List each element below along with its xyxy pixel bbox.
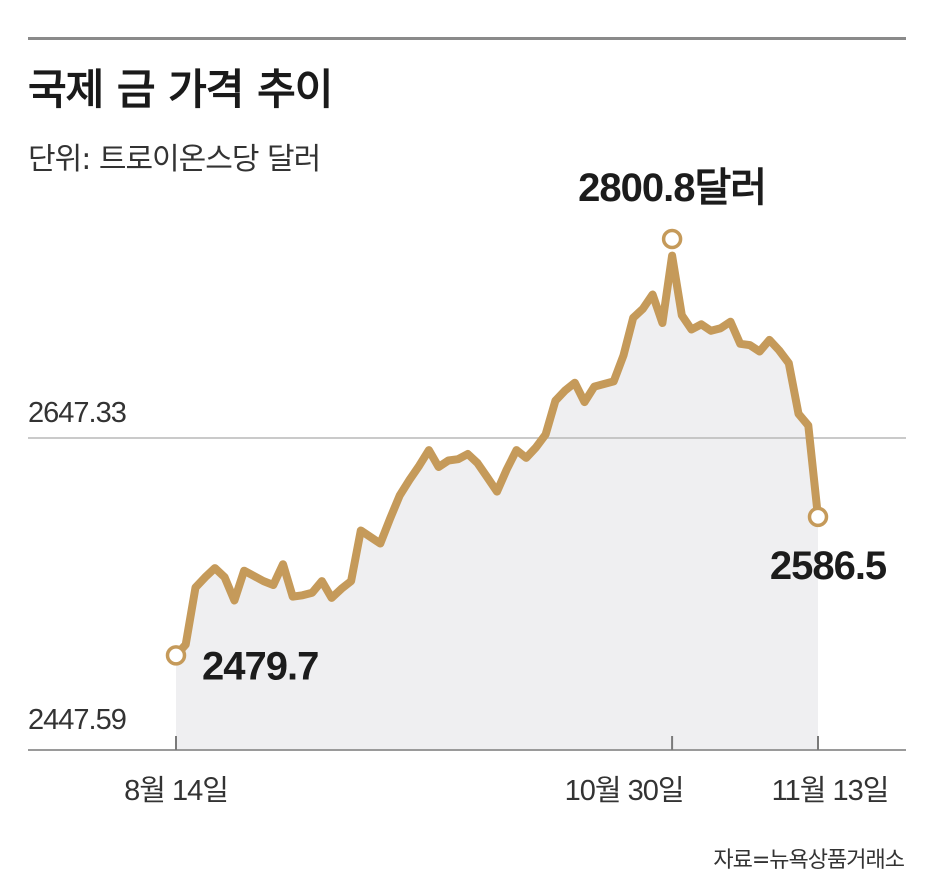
label-layer: 2647.33 2447.59 8월 14일 10월 30일 11월 13일 2479.7… bbox=[28, 166, 889, 807]
source-note: 자료=뉴욕상품거래소 bbox=[713, 848, 905, 873]
area-fill bbox=[176, 255, 818, 750]
annotation-marker bbox=[165, 645, 187, 666]
annotation-marker bbox=[807, 506, 829, 528]
annotation-label: 2586.5 bbox=[770, 544, 887, 588]
top-rule bbox=[28, 37, 906, 40]
y-tick-label: 2647.33 bbox=[28, 397, 126, 429]
annotation-label: 2479.7 bbox=[202, 644, 318, 688]
area-fill-layer bbox=[176, 255, 818, 750]
annotation-marker bbox=[661, 228, 683, 250]
chart-subtitle: 단위: 트로이온스당 달러 bbox=[28, 142, 321, 177]
grid-layer bbox=[28, 437, 906, 751]
x-tick-label: 8월 14일 bbox=[124, 774, 228, 807]
chart-title: 국제 금 가격 추이 bbox=[28, 65, 333, 114]
series-line bbox=[172, 251, 822, 660]
x-tick-label: 11월 13일 bbox=[772, 774, 889, 807]
y-tick-label: 2447.59 bbox=[28, 704, 126, 736]
x-tick-label: 10월 30일 bbox=[565, 774, 684, 807]
annotation-label: 2800.8달러 bbox=[578, 166, 766, 210]
series-line-layer bbox=[172, 251, 822, 660]
marker-layer bbox=[165, 228, 829, 666]
